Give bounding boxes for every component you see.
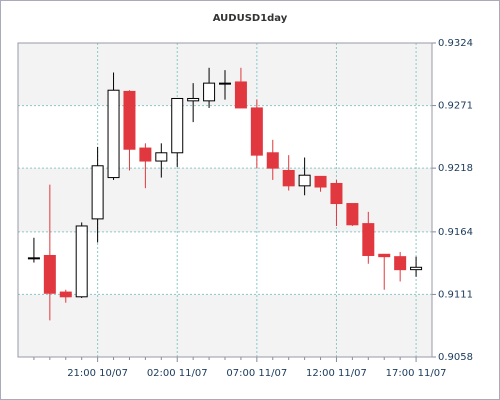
x-tick-label: 21:00 10/07 bbox=[67, 368, 128, 379]
candle-body bbox=[187, 97, 200, 102]
candle-body bbox=[27, 257, 40, 260]
candle-body bbox=[394, 256, 407, 271]
chart-title: AUDUSD1day bbox=[213, 13, 288, 24]
y-tick-label: 0.9271 bbox=[438, 101, 473, 112]
candle-body bbox=[250, 107, 263, 156]
candle-body bbox=[91, 165, 104, 220]
x-tick-label: 17:00 11/07 bbox=[386, 368, 447, 379]
candle-body bbox=[298, 174, 311, 187]
candle-body bbox=[266, 152, 279, 169]
y-tick-label: 0.9164 bbox=[438, 227, 473, 238]
candle-body bbox=[410, 266, 423, 271]
candle-body bbox=[330, 182, 343, 205]
x-tick-label: 02:00 11/07 bbox=[147, 368, 208, 379]
candle-body bbox=[123, 90, 136, 150]
x-tick-label: 07:00 11/07 bbox=[226, 368, 287, 379]
candle-body bbox=[219, 82, 231, 85]
candle-body bbox=[139, 147, 152, 162]
candle-body bbox=[107, 89, 120, 179]
candle-body bbox=[282, 169, 295, 187]
candle-body bbox=[171, 97, 184, 154]
candle-body bbox=[314, 175, 327, 188]
y-tick-label: 0.9111 bbox=[438, 289, 473, 300]
candle-body bbox=[59, 291, 72, 298]
candle-body bbox=[203, 82, 216, 102]
y-tick-label: 0.9058 bbox=[438, 352, 473, 363]
candle-body bbox=[75, 225, 88, 298]
candle-body bbox=[362, 223, 375, 256]
y-tick-label: 0.9218 bbox=[438, 163, 473, 174]
candle-body bbox=[346, 203, 359, 226]
plot-band bbox=[18, 105, 432, 169]
x-tick-label: 12:00 11/07 bbox=[306, 368, 367, 379]
plot-border bbox=[17, 42, 433, 358]
candle-body bbox=[43, 254, 56, 294]
candle-body bbox=[378, 253, 391, 258]
candle-body bbox=[234, 81, 247, 109]
candle-body bbox=[155, 152, 168, 162]
y-tick-label: 0.9324 bbox=[438, 38, 473, 49]
